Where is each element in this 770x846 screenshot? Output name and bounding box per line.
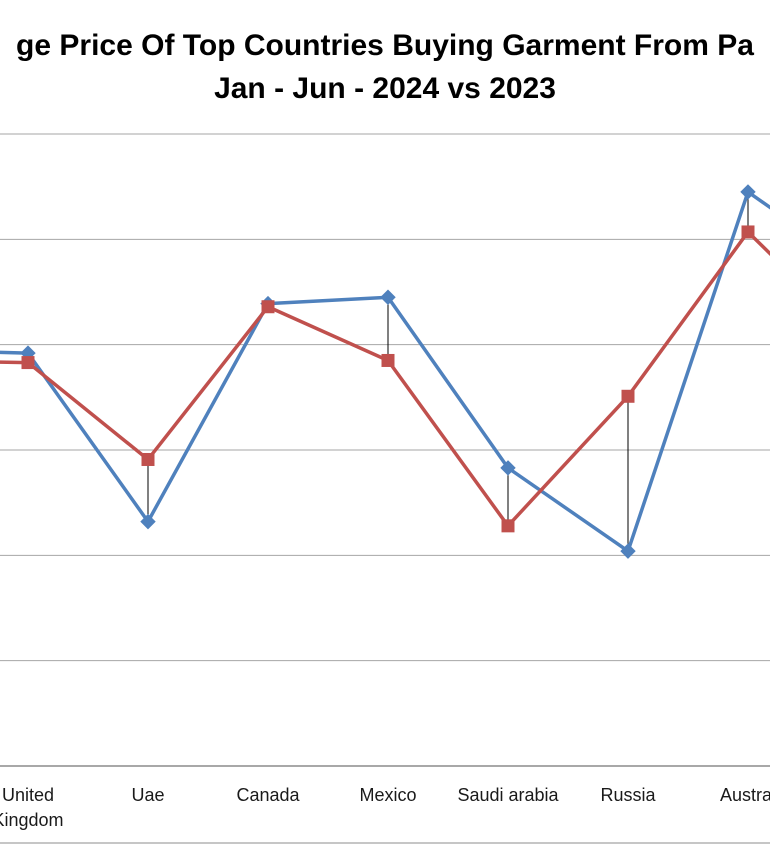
data-point-square (741, 225, 755, 239)
x-tick-label: Mexico (359, 785, 416, 805)
x-tick-label: Saudi arabia (457, 785, 559, 805)
series-markers (20, 184, 756, 559)
data-point-square (621, 389, 635, 403)
x-tick-label: Austral (720, 785, 770, 805)
data-point-square (261, 300, 275, 314)
drop-lines (27, 191, 749, 552)
x-tick-label: Canada (236, 785, 300, 805)
series-line-2 (0, 230, 770, 528)
chart-title-line2: Jan - Jun - 2024 vs 2023 (214, 72, 556, 105)
x-tick-label: Kingdom (0, 810, 64, 830)
chart-title-line1: ge Price Of Top Countries Buying Garment… (16, 29, 754, 62)
series-line-1 (0, 190, 770, 553)
series-lines (0, 190, 770, 553)
data-point-diamond (140, 513, 156, 530)
x-tick-label: Uae (131, 785, 164, 805)
data-point-square (381, 353, 395, 367)
gridlines (0, 133, 770, 844)
data-point-diamond (500, 460, 516, 476)
data-point-square (141, 452, 155, 466)
data-point-diamond (620, 543, 636, 559)
x-tick-label: Russia (600, 785, 656, 805)
x-axis-labels: United Kingdom Uae Canada Mexico Saudi arabia… (0, 785, 770, 830)
data-point-square (501, 519, 515, 533)
data-point-diamond (380, 289, 396, 305)
data-point-diamond (740, 184, 756, 200)
x-tick-label: United (2, 785, 54, 805)
data-point-square (21, 356, 35, 370)
